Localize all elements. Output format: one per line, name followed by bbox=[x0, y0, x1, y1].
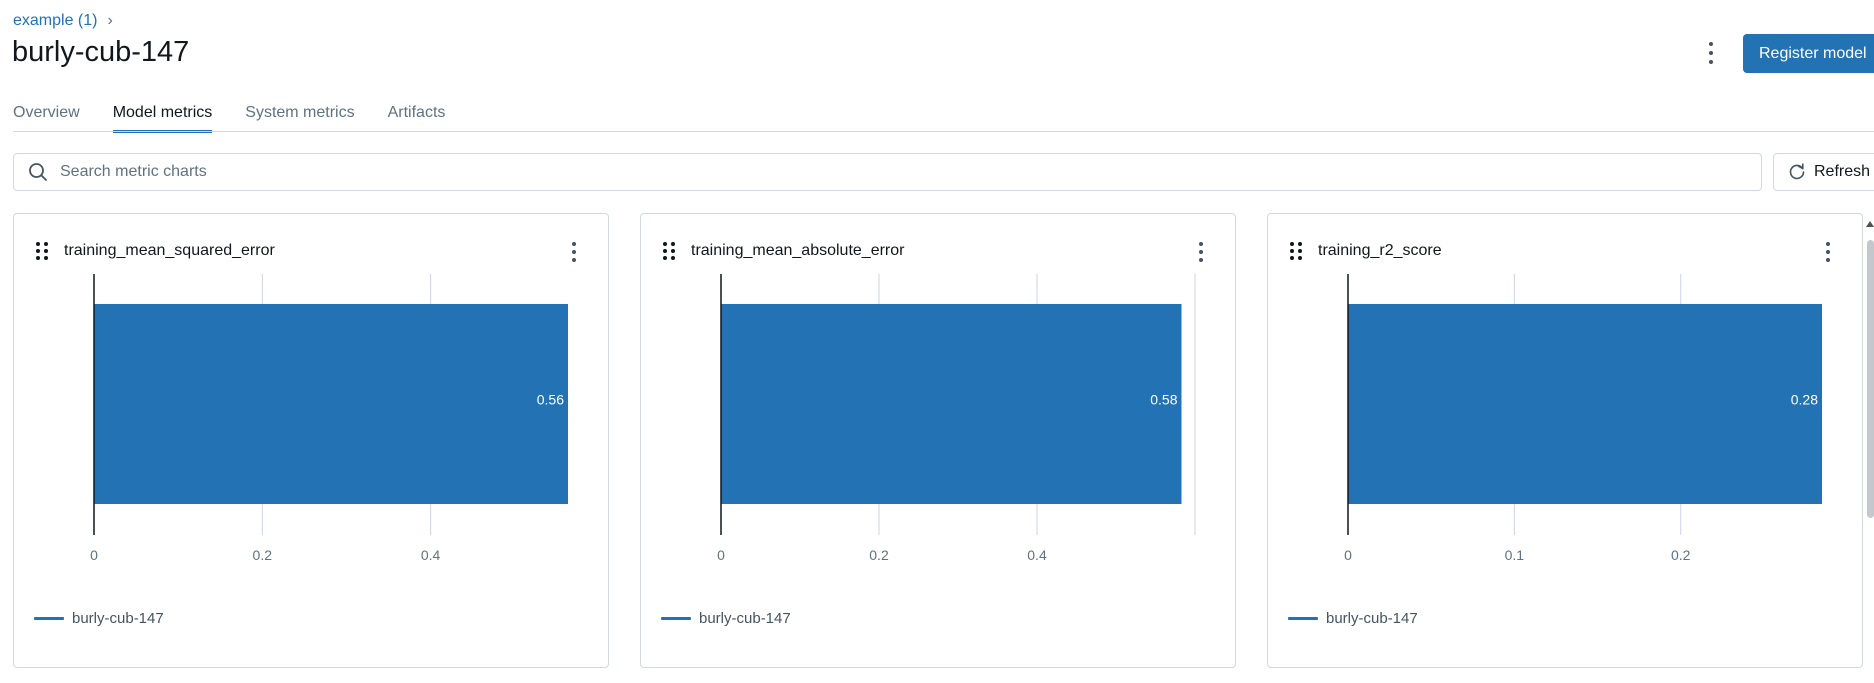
bar bbox=[1348, 304, 1822, 504]
breadcrumb-experiment-link[interactable]: example (1) bbox=[13, 12, 98, 29]
chart-legend: burly-cub-147 bbox=[661, 610, 791, 627]
legend-label: burly-cub-147 bbox=[699, 610, 791, 627]
legend-swatch bbox=[661, 617, 691, 620]
more-options-icon[interactable] bbox=[1704, 42, 1718, 64]
chart-menu-icon[interactable] bbox=[1198, 242, 1204, 262]
x-tick-label: 0 bbox=[90, 547, 98, 563]
search-icon bbox=[29, 163, 47, 181]
chart-title: training_mean_squared_error bbox=[64, 242, 275, 259]
scroll-up-arrow-icon[interactable] bbox=[1866, 221, 1874, 227]
chart-card: training_mean_squared_error 0 0.2 0.4 0.56 … bbox=[13, 213, 609, 668]
x-tick-label: 0 bbox=[717, 547, 725, 563]
chart-legend: burly-cub-147 bbox=[34, 610, 164, 627]
chart-title: training_mean_absolute_error bbox=[691, 242, 905, 259]
search-input[interactable] bbox=[58, 162, 1662, 182]
chart-card: training_r2_score 0 0.1 0.2 0.28 burly-cub-… bbox=[1267, 213, 1863, 668]
scrollbar-thumb[interactable] bbox=[1867, 240, 1874, 518]
chart-title: training_r2_score bbox=[1318, 242, 1442, 259]
chevron-right-icon: › bbox=[107, 12, 113, 29]
tab-system-metrics[interactable]: System metrics bbox=[245, 104, 355, 121]
x-tick-label: 0.4 bbox=[1027, 547, 1047, 563]
chart-card: training_mean_absolute_error 0 0.2 0.4 0.58… bbox=[640, 213, 1236, 668]
drag-handle-icon[interactable] bbox=[663, 242, 675, 260]
x-tick-label: 0 bbox=[1344, 547, 1352, 563]
bar bbox=[94, 304, 568, 504]
refresh-icon bbox=[1789, 163, 1805, 180]
chart-legend: burly-cub-147 bbox=[1288, 610, 1418, 627]
legend-swatch bbox=[34, 617, 64, 620]
search-box bbox=[13, 153, 1762, 191]
tab-model-metrics[interactable]: Model metrics bbox=[112, 104, 213, 133]
x-tick-label: 0.2 bbox=[1671, 547, 1691, 563]
chart-menu-icon[interactable] bbox=[1825, 242, 1831, 262]
drag-handle-icon[interactable] bbox=[36, 242, 48, 260]
drag-handle-icon[interactable] bbox=[1290, 242, 1302, 260]
bar-value-label: 0.58 bbox=[1150, 392, 1177, 408]
tabs-divider bbox=[13, 131, 1874, 132]
breadcrumb: example (1) › bbox=[13, 12, 113, 30]
legend-label: burly-cub-147 bbox=[72, 610, 164, 627]
chart-svg: 0 0.1 0.2 0.28 bbox=[1344, 274, 1822, 563]
x-tick-label: 0.2 bbox=[869, 547, 889, 563]
bar bbox=[721, 304, 1182, 504]
register-model-button[interactable]: Register model bbox=[1743, 34, 1874, 73]
tab-overview[interactable]: Overview bbox=[13, 104, 80, 121]
refresh-label: Refresh bbox=[1814, 163, 1871, 180]
x-tick-label: 0.4 bbox=[421, 547, 441, 563]
tab-artifacts[interactable]: Artifacts bbox=[387, 104, 446, 121]
chart-menu-icon[interactable] bbox=[571, 242, 577, 262]
tab-bar: Overview Model metrics System metrics Ar… bbox=[13, 104, 478, 133]
legend-swatch bbox=[1288, 617, 1318, 620]
legend-label: burly-cub-147 bbox=[1326, 610, 1418, 627]
chart-svg: 0 0.2 0.4 0.58 bbox=[717, 274, 1196, 563]
bar-value-label: 0.28 bbox=[1791, 392, 1818, 408]
bar-value-label: 0.56 bbox=[537, 392, 564, 408]
page-title: burly-cub-147 bbox=[12, 36, 190, 68]
refresh-button[interactable]: Refresh bbox=[1773, 153, 1874, 191]
x-tick-label: 0.1 bbox=[1505, 547, 1525, 563]
chart-svg: 0 0.2 0.4 0.56 bbox=[90, 274, 568, 563]
x-tick-label: 0.2 bbox=[253, 547, 273, 563]
